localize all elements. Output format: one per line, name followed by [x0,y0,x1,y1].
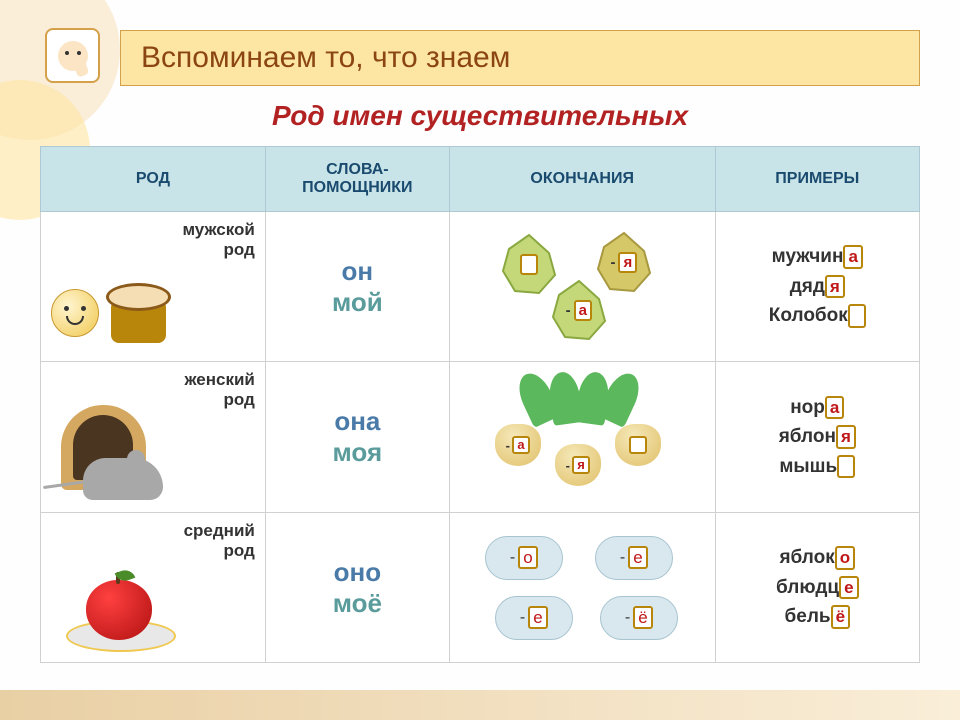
gender-table: РОД СЛОВА-ПОМОЩНИКИ ОКОНЧАНИЯ ПРИМЕРЫ му… [40,146,920,663]
example-ending: я [825,275,845,299]
table-header-row: РОД СЛОВА-ПОМОЩНИКИ ОКОНЧАНИЯ ПРИМЕРЫ [41,147,920,212]
example-cell: яблоко блюдце бельё [715,513,919,663]
example-stem: яблок [779,547,834,568]
table-row: мужской род он мой [41,212,920,362]
ending-cell: -я -а [449,212,715,362]
ending-box: е [528,606,547,630]
example-ending [848,304,866,328]
example-ending: ё [831,605,850,629]
thinking-person-icon [45,28,100,83]
example-stem: Колобок [769,305,848,326]
example-ending [837,455,855,479]
ending-box [629,436,647,455]
col-header: СЛОВА-ПОМОЩНИКИ [265,147,449,212]
helper-possessive: моя [276,437,439,468]
ending-box: о [518,546,537,570]
example-stem: блюдц [776,577,839,598]
example-word: блюдце [726,576,909,600]
col-header: РОД [41,147,266,212]
example-cell: нора яблоня мышь [715,362,919,513]
example-ending: о [835,546,855,570]
gender-cell-neut: средний род [41,513,266,663]
gender-text: средний [184,521,255,540]
gender-cell-fem: женский род [41,362,266,513]
example-word: бельё [726,605,909,629]
col-header: ОКОНЧАНИЯ [449,147,715,212]
gender-text: род [224,390,255,409]
example-word: яблоня [726,425,909,449]
slide-subtitle: Род имен существительных [40,100,920,132]
example-stem: нор [790,397,825,418]
gender-text: мужской [182,220,254,239]
example-stem: бель [785,606,831,627]
ending-box: я [572,456,590,475]
gender-cell-masc: мужской род [41,212,266,362]
example-ending: а [843,245,862,269]
example-ending: е [839,576,858,600]
helper-pronoun: она [276,406,439,437]
cloud-icon: -е [595,536,673,580]
helper-cell: оно моё [265,513,449,663]
example-stem: дяд [790,276,825,297]
ending-box: е [628,546,647,570]
turnip-icon: -а [495,424,541,466]
example-word: мужчина [726,245,909,269]
cloud-icon: -ё [600,596,678,640]
example-word: яблоко [726,546,909,570]
bottom-decor-band [0,690,960,720]
helper-pronoun: он [276,256,439,287]
ending-cell: -о -е -е -ё [449,513,715,663]
example-word: дядя [726,275,909,299]
ending-cell: -а -я [449,362,715,513]
example-word: Колобок [726,304,909,328]
gender-label: мужской род [182,220,254,259]
helper-cell: он мой [265,212,449,362]
helper-cell: она моя [265,362,449,513]
apple-icon [86,580,152,640]
ending-box [520,254,538,275]
example-word: мышь [726,455,909,479]
slide-title: Вспоминаем то, что знаем [120,30,920,86]
helper-possessive: мой [276,287,439,318]
example-stem: мужчин [772,246,844,267]
stump-icon [96,273,176,343]
gender-text: род [224,541,255,560]
ending-box: я [618,252,637,273]
example-ending: я [836,425,856,449]
example-stem: мышь [779,456,837,477]
cloud-icon: -е [495,596,573,640]
gender-text: женский [184,370,254,389]
example-ending: а [825,396,844,420]
example-cell: мужчина дядя Колобок [715,212,919,362]
gender-label: средний род [184,521,255,560]
kolobok-icon [51,289,99,337]
gender-label: женский род [184,370,254,409]
gender-text: род [224,240,255,259]
ending-box: ё [633,606,652,630]
mouse-icon [83,458,163,500]
cloud-icon: -о [485,536,563,580]
turnip-icon: -я [555,444,601,486]
slide-container: Вспоминаем то, что знаем Род имен сущест… [0,0,960,693]
example-word: нора [726,396,909,420]
table-row: женский род она моя [41,362,920,513]
helper-possessive: моё [276,588,439,619]
ending-box: а [512,436,530,455]
table-row: средний род оно моё -о [41,513,920,663]
col-header: ПРИМЕРЫ [715,147,919,212]
helper-pronoun: оно [276,557,439,588]
leaf-icon: -а [545,277,613,345]
ending-box: а [574,300,592,321]
turnip-icon [615,424,661,466]
example-stem: яблон [779,426,836,447]
